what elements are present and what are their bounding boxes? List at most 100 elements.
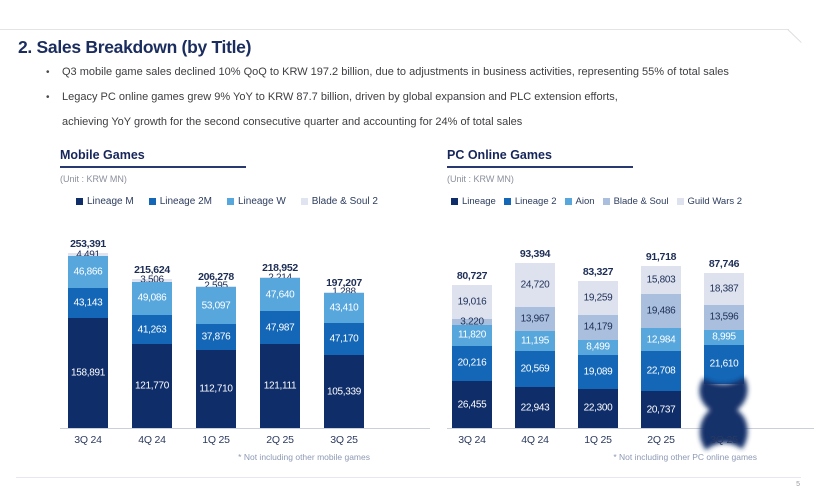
obscured-smudge	[699, 376, 748, 450]
bar-segment-label: 158,891	[70, 367, 106, 379]
bar-segment-label: 19,486	[646, 305, 676, 317]
unit-label-mobile: (Unit : KRW MN)	[60, 174, 127, 184]
bar-segment-label: 15,803	[646, 274, 676, 286]
bar-segment: 4,491	[68, 249, 108, 260]
bar-segment: 37,876	[196, 324, 236, 351]
bullet-marker: •	[46, 67, 50, 78]
chart-plot-pc: 80,727 19,016 3,220 11,820 20,216 26,455 93,39…	[447, 228, 814, 450]
legend-label: Blade & Soul	[613, 196, 669, 207]
x-axis-label: 3Q 25	[330, 434, 358, 446]
bar-segment-label: 8,995	[712, 331, 736, 343]
bar-total-label: 83,327	[582, 265, 614, 278]
legend-label: Aion	[575, 196, 595, 207]
legend-item: Blade & Soul 2	[300, 196, 378, 207]
bar-total-label: 91,718	[645, 250, 677, 263]
bar-slot: 91,718 15,803 19,486 12,984 22,708 20,737	[641, 228, 681, 428]
bar-segment: 53,097	[196, 287, 236, 325]
bar-segment-label: 2,595	[174, 281, 258, 292]
bar-segment-label: 112,710	[199, 383, 233, 395]
bar-segment: 11,195	[515, 331, 555, 352]
legend-item: Blade & Soul	[602, 196, 669, 207]
bar-segment-label: 3,220	[460, 316, 484, 328]
bar-slot: 206,2782,595 53,097 37,876 112,710	[196, 228, 236, 428]
legend-swatch	[503, 198, 511, 205]
legend-item: Aion	[564, 196, 595, 207]
bullet-text: Legacy PC online games grew 9% YoY to KR…	[62, 91, 618, 103]
bar-segment: 20,737	[641, 391, 681, 428]
bar-segment: 20,216	[452, 345, 492, 382]
bar-segment: 43,410	[324, 292, 364, 323]
footer-divider	[16, 477, 801, 478]
bar-segment: 2,595	[196, 281, 236, 292]
legend-item: Lineage 2	[503, 196, 557, 207]
bar-segment	[699, 376, 748, 450]
legend-swatch	[676, 198, 684, 205]
bar-segment: 18,387	[704, 273, 744, 306]
bullet-text: achieving YoY growth for the second cons…	[62, 116, 523, 128]
bar-segment-label: 46,866	[73, 266, 103, 278]
bar-segment: 105,339	[324, 355, 364, 428]
bar-segment-label: 26,455	[457, 399, 487, 411]
bar-segment-label: 105,339	[326, 386, 362, 398]
bar-segment-label: 47,170	[329, 333, 359, 345]
bar-segment-label: 8,499	[586, 341, 610, 353]
bar-segment-label: 19,016	[457, 296, 487, 308]
legend-label: Lineage 2M	[159, 196, 212, 207]
bar-segment-label: 121,111	[263, 380, 297, 392]
bar-segment: 11,820	[452, 324, 492, 346]
bar-segment: 1,288	[324, 287, 364, 298]
bar-segment: 121,770	[132, 343, 172, 428]
bar-segment-label: 21,610	[709, 358, 739, 370]
legend-label: Lineage 2	[514, 196, 557, 207]
bar-segment: 46,866	[68, 256, 108, 289]
bar-segment-label: 13,596	[709, 311, 739, 323]
legend-pc: Lineage Lineage 2 Aion Blade & Soul Guild Wa…	[447, 196, 809, 207]
mobile-games-panel: Mobile Games (Unit : KRW MN) Lineage M Li…	[60, 146, 430, 462]
bar-segment: 19,016	[452, 285, 492, 319]
bar-segment: 24,720	[515, 263, 555, 307]
bar-segment-label: 1,288	[302, 287, 386, 298]
legend-swatch	[564, 198, 572, 205]
bar-segment-label: 22,943	[520, 402, 550, 414]
bar-segment-label: 12,984	[646, 334, 676, 346]
bullet-text: Q3 mobile game sales declined 10% QoQ to…	[62, 66, 729, 78]
bar-slot: 215,624 3,506 49,086 41,263 121,770	[132, 228, 172, 428]
bar-segment: 8,995	[704, 329, 744, 346]
bar-segment: 14,179	[578, 314, 618, 340]
bar-segment-label: 4,491	[76, 249, 100, 261]
bar-segment: 121,111	[260, 344, 300, 428]
legend-swatch	[602, 198, 610, 205]
bar-segment: 13,967	[515, 306, 555, 332]
legend-swatch	[451, 198, 458, 205]
bar-slot: 87,746 18,387 13,596 8,995 21,610	[699, 228, 748, 450]
legend-item: Lineage W	[226, 196, 286, 207]
bar-slot: 80,727 19,016 3,220 11,820 20,216 26,455	[452, 228, 492, 428]
bar-segment: 41,263	[132, 315, 172, 344]
unit-label-pc: (Unit : KRW MN)	[447, 174, 514, 184]
chart-plot-mobile: 253,391 4,491 46,866 43,143 158,891 215,624 3,…	[60, 228, 430, 429]
bar-segment: 12,984	[641, 328, 681, 352]
bar-slot: 197,2071,288 43,410 47,170 105,339	[324, 228, 364, 428]
legend-label: Lineage M	[87, 196, 134, 207]
x-axis-label: 1Q 25	[584, 434, 612, 446]
bar-segment-label: 37,876	[201, 331, 231, 343]
bar-segment-label: 121,770	[134, 380, 170, 392]
section-title-mobile: Mobile Games	[60, 148, 246, 168]
bar-slot: 253,391 4,491 46,866 43,143 158,891	[68, 228, 108, 428]
bar-segment: 43,143	[68, 288, 108, 319]
x-axis-labels-pc: 3Q 24 4Q 24 1Q 25 2Q 25 3Q 25	[447, 434, 814, 446]
bar-segment: 47,170	[324, 322, 364, 356]
bar-total-label: 87,746	[708, 257, 740, 270]
bar-segment-label: 22,708	[646, 365, 676, 377]
bar-segment: 3,220	[452, 316, 492, 327]
bar-total-label: 218,952	[262, 261, 298, 274]
bar-slot: 218,9522,214 47,640 47,987 121,111	[260, 228, 300, 428]
bar-segment: 22,943	[515, 387, 555, 428]
header-slash-decoration	[787, 29, 802, 43]
legend-mobile: Lineage M Lineage 2M Lineage W Blade & Soul…	[60, 196, 422, 207]
header-rule	[0, 29, 789, 30]
bullet-list: • Q3 mobile game sales declined 10% QoQ …	[46, 66, 794, 141]
bar-segment-label: 53,097	[201, 300, 231, 312]
page-title: 2. Sales Breakdown (by Title)	[18, 37, 252, 57]
